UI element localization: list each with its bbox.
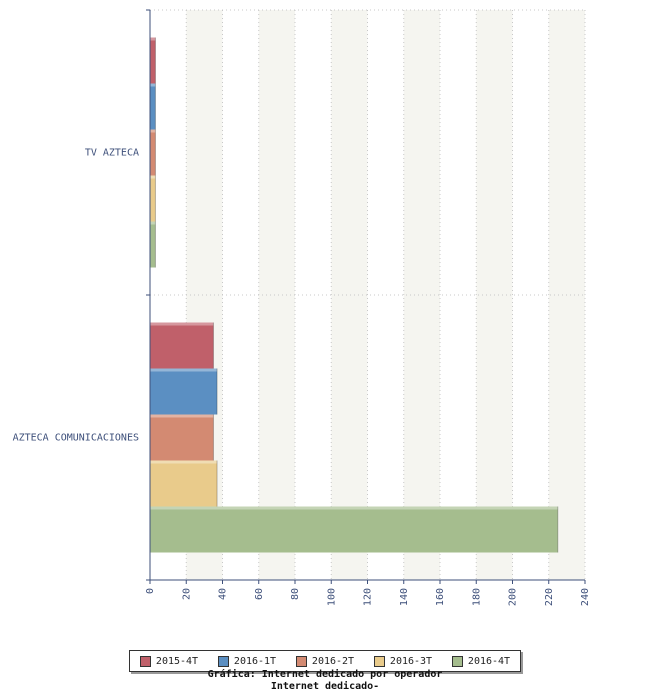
- grid-band: [295, 10, 332, 580]
- bar-highlight: [150, 460, 218, 464]
- legend-swatch-1: [139, 655, 151, 667]
- x-tick-label: 40: [218, 588, 229, 600]
- bar: [150, 460, 218, 507]
- bar: [150, 506, 558, 553]
- grid-band: [403, 10, 440, 580]
- bar: [150, 129, 156, 176]
- legend-swatch-4: [373, 655, 385, 667]
- legend-swatch-2: [217, 655, 229, 667]
- bar-highlight: [150, 414, 214, 418]
- bar: [150, 37, 156, 84]
- legend-label-1: 2015-4T: [155, 655, 199, 667]
- bar-highlight: [150, 322, 214, 326]
- bar: [150, 175, 156, 222]
- x-tick-label: 140: [399, 588, 410, 606]
- bar-highlight: [150, 83, 156, 87]
- x-tick-label: 240: [580, 588, 591, 606]
- bar: [150, 368, 218, 415]
- legend-item-2: 2016-1T: [217, 655, 277, 667]
- bar: [150, 221, 156, 268]
- legend-item-1: 2015-4T: [139, 655, 199, 667]
- bar-highlight: [150, 506, 558, 510]
- grid-band: [331, 10, 368, 580]
- x-tick-label: 200: [508, 588, 519, 606]
- legend-item-3: 2016-2T: [295, 655, 355, 667]
- bar-highlight: [150, 175, 156, 179]
- legend-label-3: 2016-2T: [311, 655, 355, 667]
- bar-highlight: [150, 368, 218, 372]
- legend-item-4: 2016-3T: [373, 655, 433, 667]
- grid-band: [222, 10, 259, 580]
- category-label: TV AZTECA: [85, 148, 139, 159]
- x-tick-label: 220: [544, 588, 555, 606]
- legend-label-2: 2016-1T: [233, 655, 277, 667]
- bar-highlight: [150, 129, 156, 133]
- legend-item-5: 2016-4T: [451, 655, 511, 667]
- x-tick-label: 80: [290, 588, 301, 600]
- legend-swatch-3: [295, 655, 307, 667]
- x-tick-label: 120: [363, 588, 374, 606]
- legend: 2015-4T 2016-1T 2016-2T 2016-3T 2016-4T: [129, 650, 521, 672]
- bar-highlight: [150, 221, 156, 225]
- legend-swatch-5: [451, 655, 463, 667]
- chart-svg: TV AZTECA AZTECA COMUNICACIONES 0 20 40 60 80 1…: [13, 9, 591, 606]
- legend-label-4: 2016-3T: [389, 655, 433, 667]
- bar-highlight: [150, 37, 156, 41]
- bar: [150, 322, 214, 369]
- grid-band: [367, 10, 404, 580]
- chart-subtitle: Gráfica: Internet dedicado por operador: [207, 669, 443, 680]
- chart-title: Internet dedicado-: [270, 681, 380, 692]
- legend-label-5: 2016-4T: [467, 655, 511, 667]
- x-tick-label: 60: [254, 588, 265, 600]
- x-tick-label: 180: [471, 588, 482, 606]
- grid-band: [258, 10, 295, 580]
- x-tick-label: 0: [145, 588, 156, 594]
- category-label: AZTECA COMUNICACIONES: [13, 433, 139, 444]
- x-tick-label: 160: [435, 588, 446, 606]
- x-tick-label: 100: [326, 588, 337, 606]
- bar: [150, 83, 156, 130]
- bar: [150, 414, 214, 461]
- x-tick-label: 20: [181, 588, 192, 600]
